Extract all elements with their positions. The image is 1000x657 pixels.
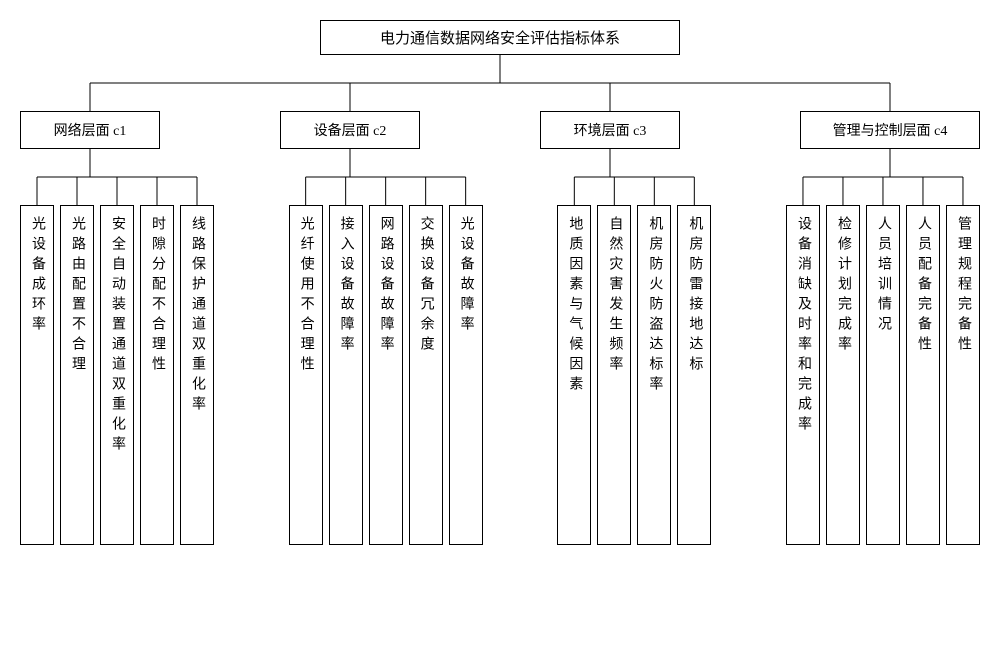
leaf-node: 安全自动装置通道双重化率 <box>100 205 134 545</box>
leaf-node: 机房防雷接地达标 <box>677 205 711 545</box>
category-node-c4: 管理与控制层面 c4 <box>800 111 980 149</box>
leaf-node: 管理规程完备性 <box>946 205 980 545</box>
leaf-node: 交换设备冗余度 <box>409 205 443 545</box>
leaf-node: 光设备故障率 <box>449 205 483 545</box>
leaf-node: 设备消缺及时率和完成率 <box>786 205 820 545</box>
leaves-row: 光设备成环率光路由配置不合理安全自动装置通道双重化率时隙分配不合理性线路保护通道… <box>20 205 980 545</box>
leaf-group-c3: 地质因素与气候因素自然灾害发生频率机房防火防盗达标率机房防雷接地达标 <box>557 205 711 545</box>
leaf-node: 时隙分配不合理性 <box>140 205 174 545</box>
leaf-node: 自然灾害发生频率 <box>597 205 631 545</box>
leaf-node: 机房防火防盗达标率 <box>637 205 671 545</box>
leaf-group-c4: 设备消缺及时率和完成率检修计划完成率人员培训情况人员配备完备性管理规程完备性 <box>786 205 980 545</box>
leaf-node: 线路保护通道双重化率 <box>180 205 214 545</box>
leaf-node: 网路设备故障率 <box>369 205 403 545</box>
leaf-node: 接入设备故障率 <box>329 205 363 545</box>
category-row: 网络层面 c1 设备层面 c2 环境层面 c3 管理与控制层面 c4 <box>20 111 980 149</box>
category-node-c2: 设备层面 c2 <box>280 111 420 149</box>
leaf-node: 光路由配置不合理 <box>60 205 94 545</box>
leaf-node: 光设备成环率 <box>20 205 54 545</box>
root-node: 电力通信数据网络安全评估指标体系 <box>320 20 680 55</box>
leaf-node: 人员培训情况 <box>866 205 900 545</box>
leaf-node: 人员配备完备性 <box>906 205 940 545</box>
leaf-group-c2: 光纤使用不合理性接入设备故障率网路设备故障率交换设备冗余度光设备故障率 <box>289 205 483 545</box>
leaf-node: 检修计划完成率 <box>826 205 860 545</box>
leaf-node: 地质因素与气候因素 <box>557 205 591 545</box>
category-node-c1: 网络层面 c1 <box>20 111 160 149</box>
leaf-group-c1: 光设备成环率光路由配置不合理安全自动装置通道双重化率时隙分配不合理性线路保护通道… <box>20 205 214 545</box>
category-node-c3: 环境层面 c3 <box>540 111 680 149</box>
leaf-node: 光纤使用不合理性 <box>289 205 323 545</box>
